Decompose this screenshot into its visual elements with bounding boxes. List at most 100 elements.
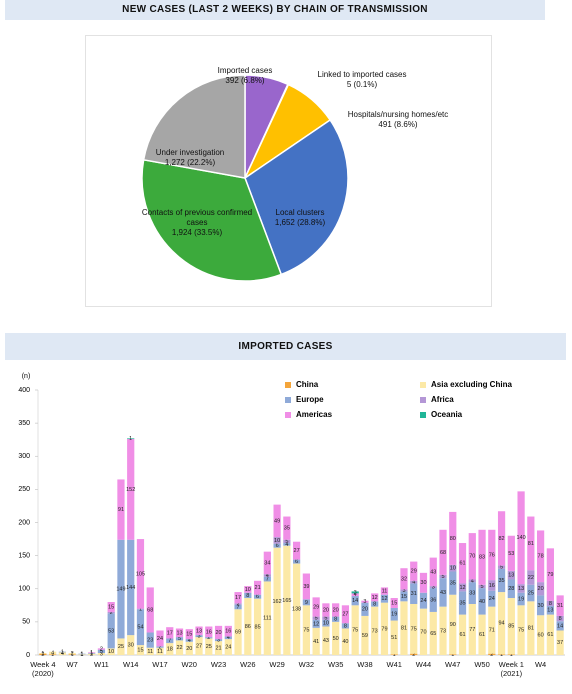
- data-label: 4: [188, 638, 191, 644]
- x-tick-label: W7: [66, 660, 78, 669]
- data-label: 13: [196, 628, 202, 634]
- bar-segment: [332, 616, 340, 622]
- x-tick-label: W17: [152, 660, 168, 669]
- data-label: 18: [167, 646, 173, 652]
- data-label: 25: [118, 644, 124, 650]
- bar-segment: [127, 635, 135, 655]
- bar-segment: [322, 616, 330, 620]
- slice-value: 1,924 (33.5%): [171, 228, 223, 237]
- data-label: 1: [90, 650, 93, 656]
- data-label: 4: [412, 580, 415, 586]
- bar-segment: [224, 625, 232, 637]
- data-label: 81: [528, 626, 534, 632]
- data-label: 94: [499, 621, 505, 627]
- data-label: 54: [137, 625, 143, 631]
- data-label: 37: [557, 640, 563, 646]
- bar-segment: [341, 605, 350, 624]
- slice-value: 392 (6.8%): [225, 76, 265, 85]
- data-label: 3: [354, 590, 357, 596]
- data-label: 13: [547, 608, 553, 614]
- legend-swatch: [285, 382, 291, 388]
- bar-segment: [283, 545, 291, 655]
- data-label: 17: [235, 595, 241, 601]
- data-label: 13: [176, 630, 182, 636]
- data-label: 15: [401, 594, 407, 600]
- data-label: 105: [136, 571, 145, 577]
- data-label: 10: [108, 649, 114, 655]
- bar-segment: [439, 529, 447, 575]
- bar-segment: [556, 595, 564, 616]
- data-label: 24: [489, 596, 495, 602]
- bar-segment: [68, 653, 76, 655]
- bar-segment: [234, 603, 242, 605]
- data-label: 5: [481, 584, 484, 590]
- bar-segment: [214, 625, 223, 640]
- data-label: 4: [227, 635, 230, 641]
- data-label: 14: [557, 623, 563, 629]
- data-label: 10: [274, 538, 280, 544]
- data-label: 43: [430, 569, 436, 575]
- x-tick-label: W38: [357, 660, 373, 669]
- bar-segment: [39, 653, 47, 655]
- data-label: 81: [401, 626, 407, 632]
- bar-segment: [322, 603, 330, 617]
- bar-segment: [88, 653, 96, 654]
- bar-segment: [322, 619, 330, 627]
- data-label: 1: [71, 652, 74, 658]
- data-label: 16: [489, 583, 495, 589]
- data-label: 85: [508, 624, 514, 630]
- bar-segment: [390, 598, 398, 608]
- x-tick-label: W50: [474, 660, 490, 669]
- bar-segment: [78, 653, 86, 655]
- legend-swatch: [420, 397, 426, 403]
- bar-segment: [361, 615, 369, 655]
- bar-segment: [156, 647, 164, 655]
- data-label: 61: [459, 561, 465, 567]
- bar-segment: [293, 563, 301, 655]
- data-label: 25: [528, 591, 534, 597]
- data-label: 80: [450, 536, 456, 542]
- bar-segment: [546, 614, 554, 655]
- data-label: 3: [402, 588, 405, 594]
- bar-segment: [244, 598, 252, 655]
- data-label: 73: [440, 628, 446, 634]
- bar-segment: [195, 635, 203, 638]
- bar-segment: [458, 583, 467, 592]
- bar-segment: [302, 599, 310, 606]
- bar-segment: [332, 603, 340, 617]
- data-label: 13: [518, 586, 524, 592]
- bar-segment: [527, 570, 535, 585]
- bar-segment: [39, 653, 47, 654]
- legend-label: Europe: [296, 395, 324, 404]
- data-label: 28: [508, 586, 514, 592]
- bar-segment: [127, 539, 135, 636]
- slice-name: Contacts of previous confirmed cases: [141, 208, 253, 227]
- bar-segment: [68, 654, 76, 655]
- bar-segment: [536, 615, 545, 655]
- bar-segment: [488, 580, 496, 591]
- y-tick-label: 300: [18, 453, 30, 460]
- bar-segment: [78, 654, 86, 655]
- bar-segment: [224, 639, 232, 655]
- bar-segment: [497, 592, 506, 655]
- data-label: 20: [215, 630, 221, 636]
- x-tick-label: W20: [181, 660, 197, 669]
- data-label: 2: [158, 645, 161, 651]
- bar-segment: [341, 623, 350, 629]
- x-tick-label: W26: [240, 660, 256, 669]
- bar-segment: [546, 605, 554, 615]
- data-label: 35: [284, 526, 290, 532]
- data-label: 30: [420, 580, 426, 586]
- data-label: 10: [323, 621, 329, 627]
- bar-segment: [439, 578, 447, 607]
- bar-segment: [88, 652, 96, 654]
- x-tick-label: W35: [327, 660, 344, 669]
- bar-segment: [458, 591, 467, 615]
- bar-segment: [146, 647, 154, 655]
- x-tick-label: W41: [386, 660, 402, 669]
- data-label: 1: [80, 651, 83, 657]
- data-label: 76: [489, 552, 495, 558]
- bar-segment: [468, 603, 476, 655]
